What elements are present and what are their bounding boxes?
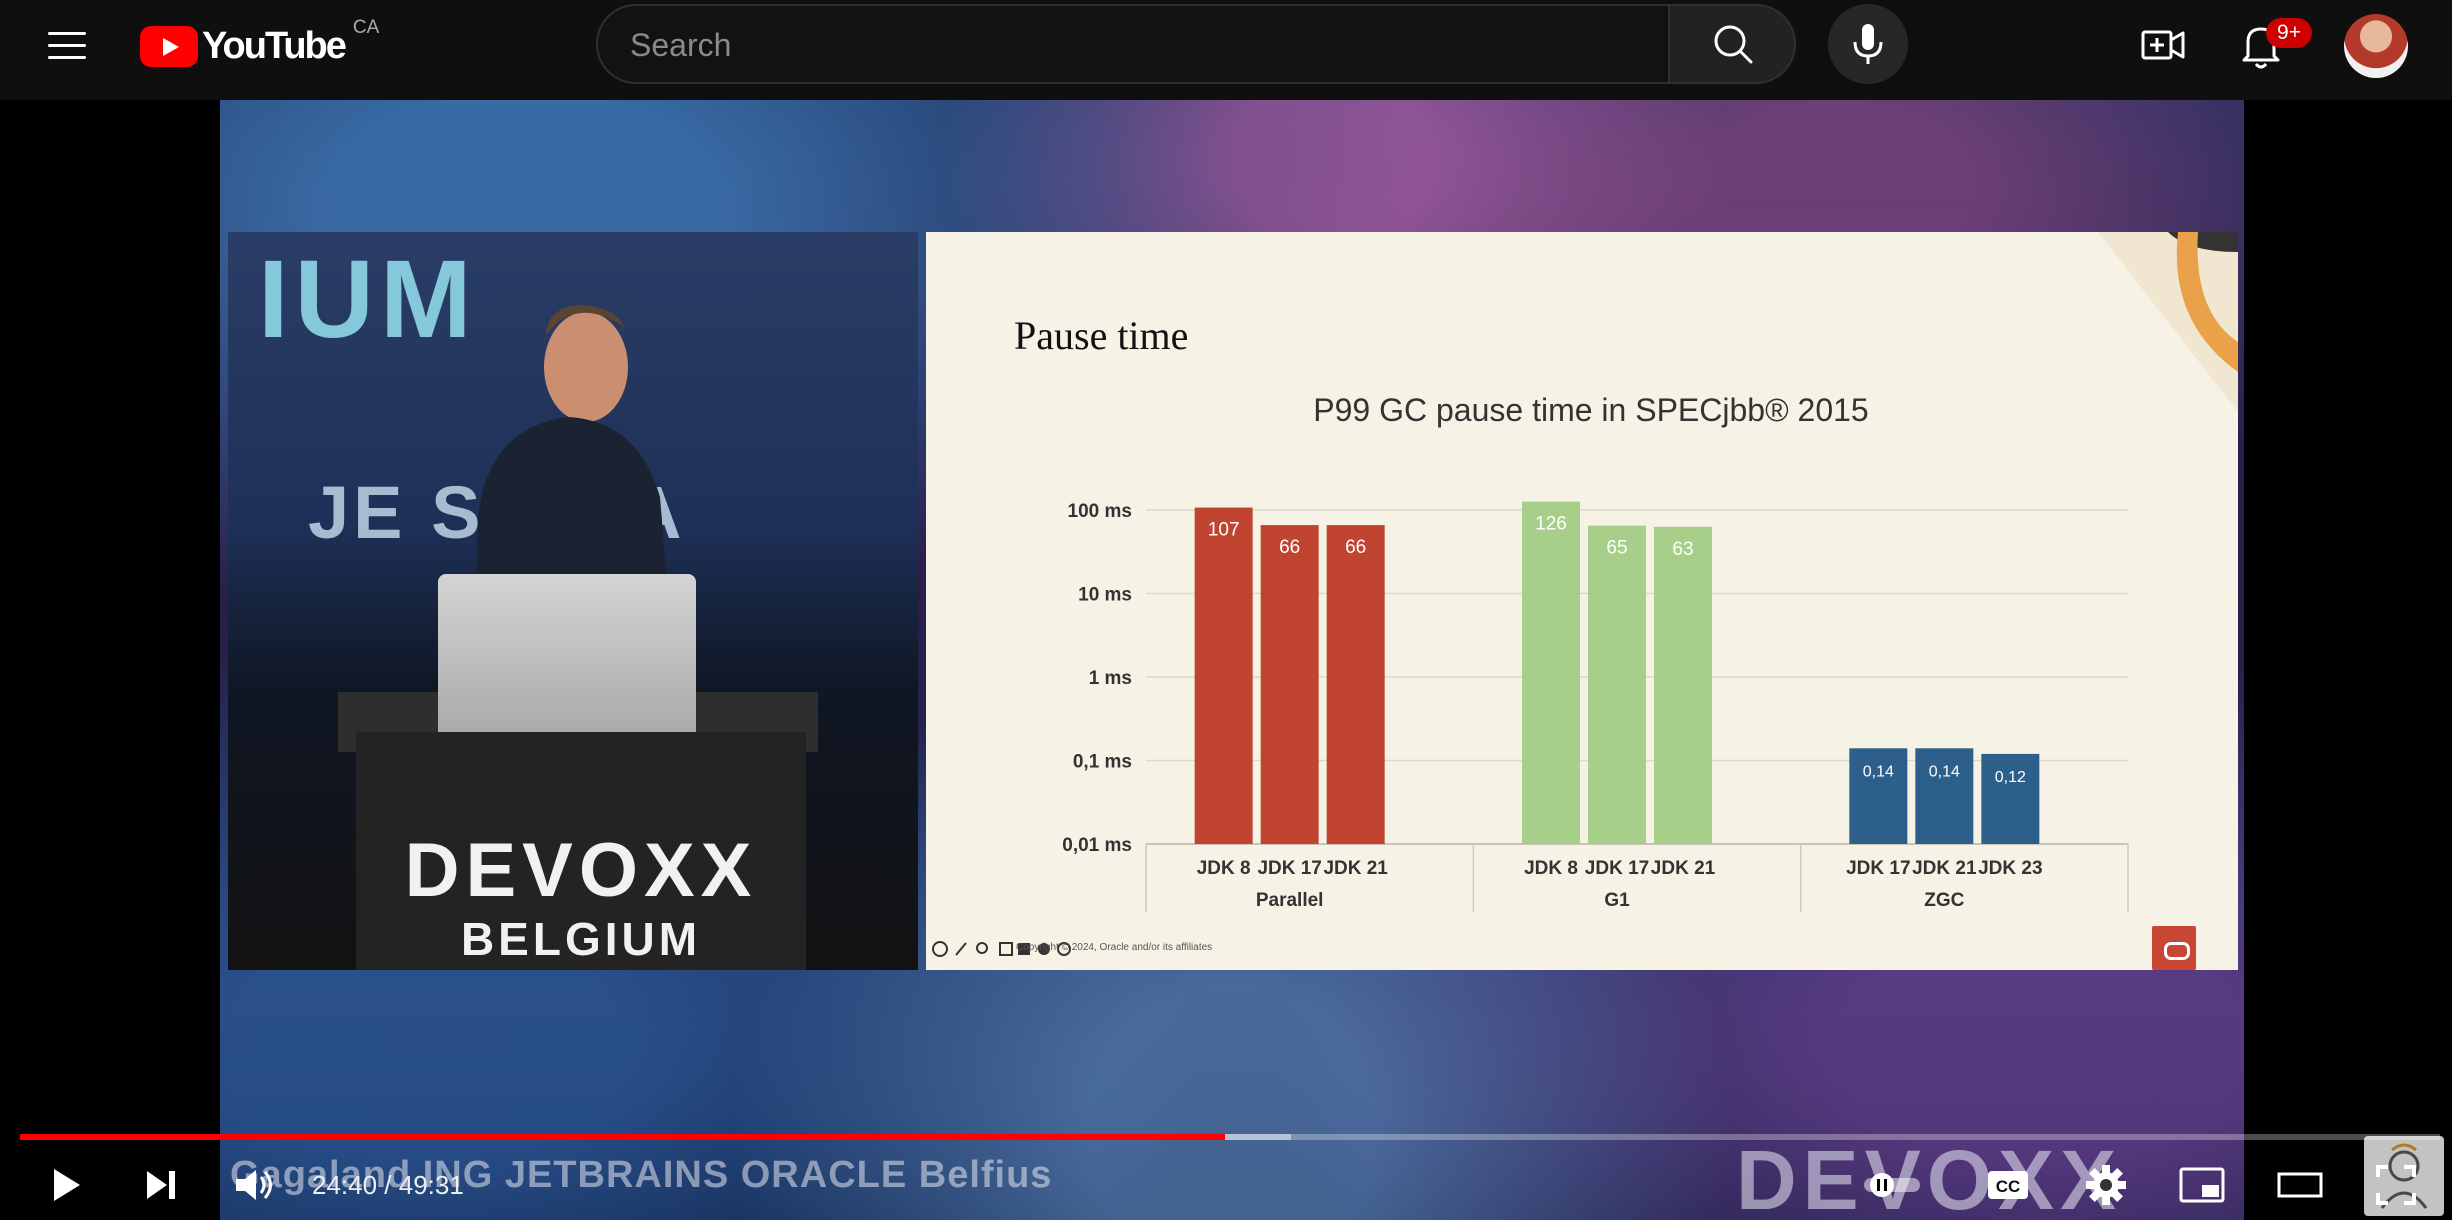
- youtube-logo[interactable]: YouTube CA: [140, 17, 379, 68]
- youtube-play-logo-icon: [140, 25, 198, 67]
- current-time: 24:40: [312, 1170, 378, 1200]
- podium: [356, 732, 806, 970]
- bar-category-label: JDK 17: [1846, 858, 1910, 879]
- theater-mode-icon: [2277, 1172, 2323, 1198]
- bar-category-label: JDK 8: [1197, 858, 1251, 879]
- microphone-icon: [1853, 24, 1883, 64]
- time-separator: /: [377, 1170, 399, 1200]
- bar: [1260, 525, 1319, 844]
- play-icon: [54, 1169, 80, 1201]
- slide-corner-decoration: [2098, 232, 2238, 412]
- svg-text:CC: CC: [1996, 1177, 2021, 1196]
- progress-bar[interactable]: [20, 1134, 2440, 1140]
- fullscreen-icon: [2376, 1165, 2416, 1205]
- bar-category-label: JDK 21: [1912, 858, 1977, 879]
- bottom-sponsor-strip: Gagaland ING JETBRAINS ORACLE Belfius: [230, 1154, 1053, 1196]
- mute-button[interactable]: [218, 1150, 288, 1220]
- settings-button[interactable]: [2074, 1150, 2138, 1220]
- voice-search-button[interactable]: [1828, 4, 1908, 84]
- bar-category-label: JDK 8: [1524, 858, 1578, 879]
- oracle-logo-icon: [2152, 926, 2196, 970]
- notification-badge: 9+: [2266, 18, 2312, 48]
- country-code: CA: [352, 17, 380, 38]
- bar-data-label: 126: [1535, 514, 1567, 535]
- search-input[interactable]: [630, 20, 1630, 70]
- bar-data-label: 0,14: [1863, 763, 1894, 780]
- video-player[interactable]: IUM JE S ORA DEVOXX BELGIUM Pause time P…: [0, 100, 2452, 1220]
- gear-icon: [2086, 1165, 2126, 1205]
- slide-title: Pause time: [1014, 313, 1189, 358]
- time-display: 24:40 / 49:31: [312, 1170, 464, 1201]
- volume-icon: [236, 1170, 272, 1200]
- fullscreen-button[interactable]: [2364, 1150, 2428, 1220]
- bottom-brand-text: DEVOXX: [1736, 1133, 2123, 1220]
- bar-data-label: 0,12: [1995, 769, 2026, 786]
- bar: [1588, 525, 1646, 844]
- bar: [1849, 748, 1908, 844]
- next-icon: [147, 1171, 175, 1199]
- laptop: [438, 574, 696, 742]
- next-button[interactable]: [126, 1150, 196, 1220]
- player-controls-right: CC: [0, 1150, 2452, 1220]
- bar-chart: 100 ms 10 ms 1 ms 0,1 ms 0,01 ms 107 JDK 8 66 JD…: [1062, 501, 2129, 912]
- search-button[interactable]: [1668, 4, 1796, 84]
- avatar[interactable]: [2344, 14, 2408, 78]
- bar-data-label: 107: [1208, 520, 1240, 541]
- group-label: G1: [1604, 890, 1630, 911]
- bar-category-label: JDK 17: [1257, 858, 1321, 879]
- video-add-icon: [2141, 30, 2185, 60]
- chart-title: P99 GC pause time in SPECjbb® 2015: [1313, 392, 1869, 428]
- y-tick-label: 0,1 ms: [1073, 752, 1132, 773]
- bar-category-label: JDK 17: [1585, 858, 1649, 879]
- bar: [1915, 748, 1974, 844]
- progress-played: [20, 1134, 1226, 1140]
- bar-data-label: 0,14: [1929, 763, 1960, 780]
- bar: [1326, 525, 1385, 844]
- bar: [1522, 501, 1580, 844]
- miniplayer-icon: [2179, 1167, 2225, 1203]
- logo-wordmark: YouTube: [202, 24, 347, 67]
- y-tick-label: 100 ms: [1068, 501, 1132, 522]
- player-controls: [0, 1150, 2452, 1220]
- slide-copyright: Copyright © 2024, Oracle and/or its affi…: [1016, 942, 1213, 953]
- bar-data-label: 66: [1279, 537, 1300, 558]
- podium-subtitle: BELGIUM: [460, 913, 702, 965]
- bar-data-label: 66: [1345, 537, 1366, 558]
- duration: 49:31: [398, 1170, 464, 1200]
- podium-title: DEVOXX: [404, 828, 758, 913]
- group-label: ZGC: [1924, 890, 1964, 911]
- stage-backdrop-text: IUM: [258, 238, 478, 361]
- search-icon: [1714, 25, 1753, 64]
- captions-button[interactable]: CC: [1976, 1150, 2040, 1220]
- bar: [1194, 507, 1253, 844]
- presentation-slide: Pause time P99 GC pause time in SPECjbb®…: [926, 232, 2238, 970]
- theater-mode-button[interactable]: [2268, 1150, 2332, 1220]
- y-tick-label: 1 ms: [1089, 668, 1132, 689]
- group-label: Parallel: [1256, 890, 1324, 911]
- bar-data-label: 65: [1606, 538, 1627, 559]
- masthead: YouTube CA 9+: [0, 0, 2452, 100]
- bar-category-label: JDK 21: [1323, 858, 1388, 879]
- autoplay-toggle-icon: [1864, 1173, 1920, 1197]
- slide-navigation-icons: [932, 941, 1071, 957]
- bar: [1654, 526, 1712, 844]
- play-button[interactable]: [30, 1150, 100, 1220]
- y-tick-label: 0,01 ms: [1062, 835, 1132, 856]
- menu-icon[interactable]: [48, 26, 88, 66]
- bar-category-label: JDK 23: [1978, 858, 2042, 879]
- speaker-camera-view: IUM JE S ORA DEVOXX BELGIUM: [228, 232, 918, 970]
- captions-icon: CC: [1988, 1171, 2028, 1199]
- create-button[interactable]: [2140, 22, 2186, 68]
- y-tick-label: 10 ms: [1078, 585, 1132, 606]
- bar-category-label: JDK 21: [1651, 858, 1716, 879]
- bar-data-label: 63: [1672, 539, 1693, 560]
- search-box: [596, 4, 1670, 84]
- bar: [1981, 753, 2040, 844]
- autoplay-toggle[interactable]: [1860, 1150, 1924, 1220]
- miniplayer-button[interactable]: [2170, 1150, 2234, 1220]
